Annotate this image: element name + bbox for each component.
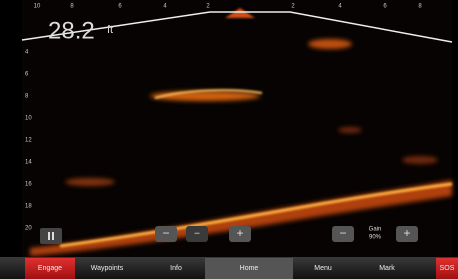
menu-button-label: Waypoints [91, 265, 124, 272]
svg-text:−: − [162, 226, 169, 240]
gain-label: Gain [369, 227, 382, 233]
sonar-view: 28.2 ft 1086422468 468101214161820 − − +… [0, 0, 458, 279]
menu-button-label: Info [170, 265, 182, 272]
svg-text:−: − [194, 229, 200, 240]
depth-scale-label: 14 [25, 160, 32, 166]
depth-value: 28.2 [48, 17, 95, 44]
gain-value: 90% [369, 235, 382, 241]
menu-button-label: SOS [440, 265, 455, 272]
menu-button-label: Mark [379, 265, 395, 272]
depth-scale-label: 18 [25, 204, 32, 210]
svg-text:+: + [236, 226, 243, 240]
depth-unit: ft [107, 24, 113, 36]
svg-text:+: + [403, 226, 410, 240]
menu-button-label: Menu [314, 265, 332, 272]
svg-text:−: − [339, 226, 346, 240]
depth-scale-label: 12 [25, 138, 32, 144]
depth-scale-label: 16 [25, 182, 32, 188]
depth-scale-label: 20 [25, 226, 32, 232]
menu-button-label: Engage [38, 265, 62, 272]
menu-button-label: Home [240, 265, 259, 272]
depth-scale-label: 10 [25, 116, 32, 122]
sonar-screen: 28.2 ft 1086422468 468101214161820 − − +… [0, 0, 458, 279]
top-scale-label: 10 [34, 4, 41, 10]
pause-button[interactable] [40, 228, 62, 244]
